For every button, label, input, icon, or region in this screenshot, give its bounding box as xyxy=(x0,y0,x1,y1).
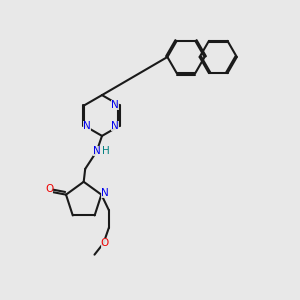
Text: N: N xyxy=(93,146,101,157)
Text: H: H xyxy=(102,146,110,157)
Text: N: N xyxy=(111,121,119,131)
Text: O: O xyxy=(101,238,109,248)
Text: N: N xyxy=(111,100,119,110)
Text: O: O xyxy=(45,184,53,194)
Text: N: N xyxy=(101,188,109,198)
Text: N: N xyxy=(83,121,91,131)
